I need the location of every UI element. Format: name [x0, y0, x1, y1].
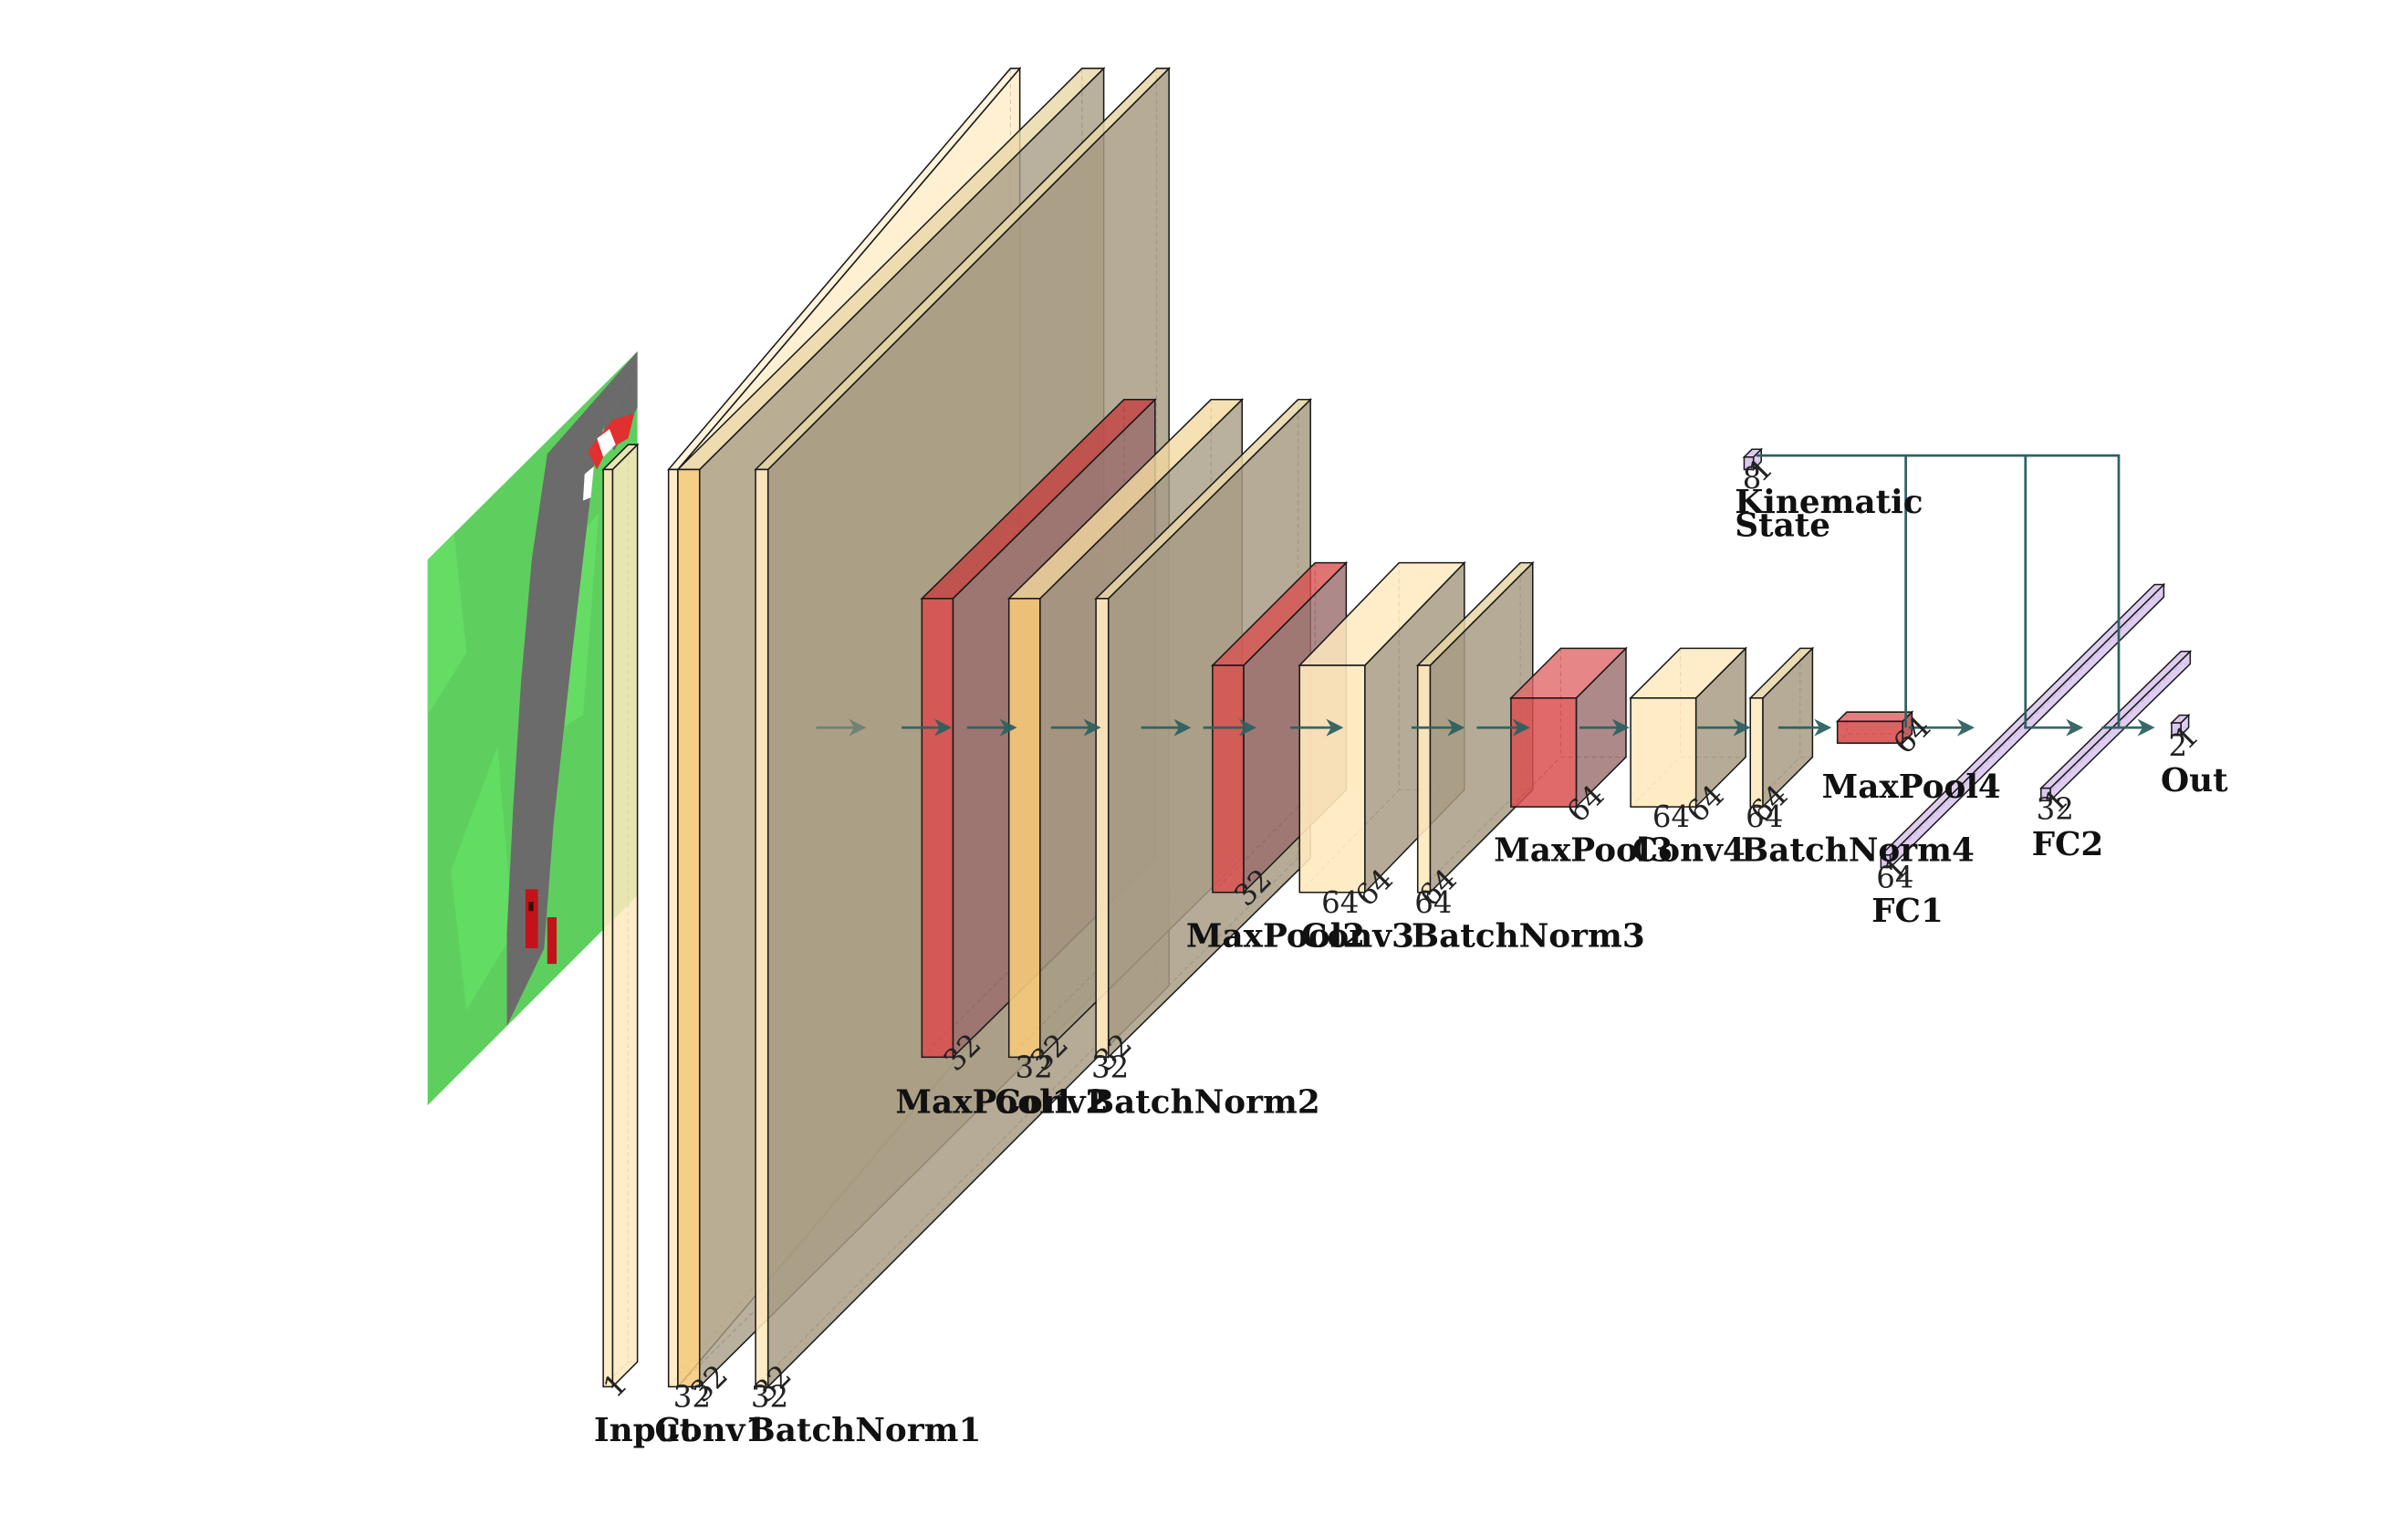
label-conv1: Conv1	[654, 1411, 767, 1449]
label-batchnorm2: BatchNorm2	[1087, 1083, 1320, 1122]
input-image	[427, 350, 638, 1106]
dim-kinematic-a: 8	[1743, 461, 1762, 496]
label-out: Out	[2161, 761, 2228, 799]
dim-conv1-a: 32	[673, 1380, 711, 1415]
dim-fc2-a: 32	[2037, 792, 2074, 827]
dim-out-a: 2	[2168, 728, 2187, 763]
block-fc2	[2038, 649, 2193, 803]
label-conv2: Conv2	[995, 1083, 1108, 1122]
label-maxpool3: MaxPool3	[1494, 831, 1673, 870]
label-fc2: FC2	[2032, 825, 2104, 863]
dim-batchnorm3-a: 64	[1414, 885, 1452, 920]
dim-batchnorm1-a: 32	[751, 1380, 788, 1415]
dim-conv2-a: 32	[1016, 1050, 1053, 1084]
label-batchnorm4: BatchNorm4	[1741, 831, 1975, 870]
label-conv4: Conv4	[1632, 831, 1746, 870]
car-icon	[525, 889, 558, 965]
block-fc1	[1879, 582, 2166, 870]
kinematic-line-out	[1756, 454, 2121, 728]
connection-arrows	[816, 454, 2155, 737]
label-maxpool2: MaxPool2	[1186, 916, 1365, 955]
label-batchnorm1: BatchNorm1	[748, 1411, 982, 1449]
block-maxpool4	[1835, 710, 1914, 746]
label-maxpool1: MaxPool1	[895, 1083, 1074, 1122]
label-input: Input	[594, 1411, 695, 1449]
dim-input: 1	[597, 1366, 634, 1404]
block-input	[601, 443, 640, 1389]
label-kinematic-line2: State	[1735, 507, 1830, 545]
dim-batchnorm4-a: 64	[1746, 799, 1783, 834]
dim-conv4-a: 64	[1652, 799, 1690, 834]
label-fc1: FC1	[1871, 892, 1944, 930]
label-maxpool4: MaxPool4	[1822, 768, 2001, 806]
block-out	[2170, 713, 2191, 737]
dim-fc1-a: 64	[1876, 861, 1913, 895]
label-conv3: Conv3	[1301, 916, 1414, 955]
layer-labels: Input Conv1 BatchNorm1 MaxPool1 Conv2 Ba…	[594, 483, 2228, 1449]
label-batchnorm3: BatchNorm3	[1412, 916, 1645, 955]
dim-batchnorm2-a: 32	[1091, 1050, 1129, 1084]
label-kinematic-line1: Kinematic	[1735, 483, 1923, 521]
dim-conv3-a: 64	[1321, 885, 1359, 920]
